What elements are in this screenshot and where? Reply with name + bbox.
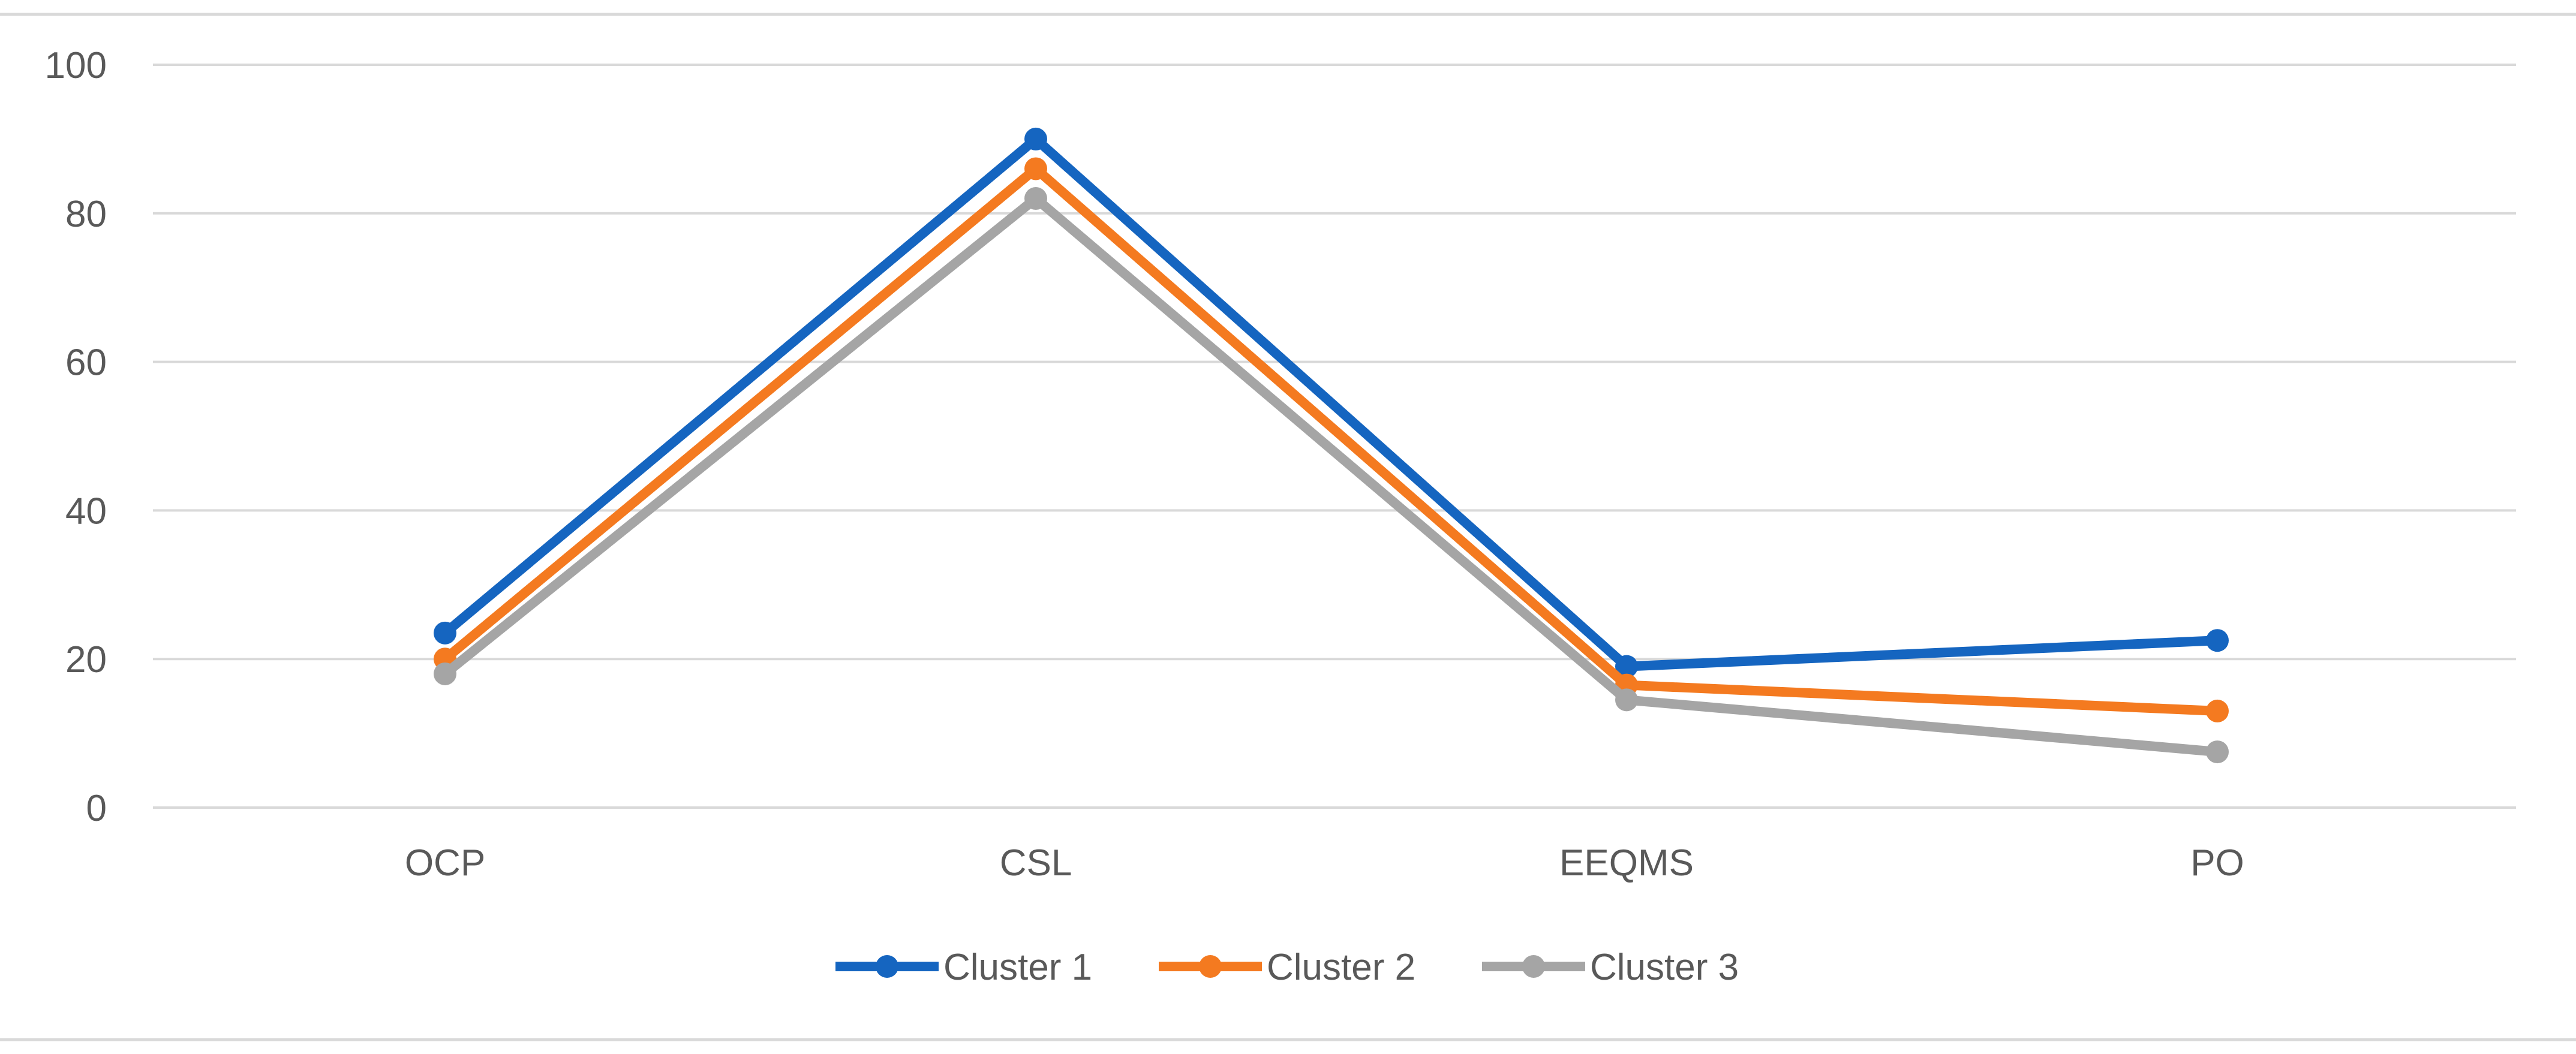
y-tick-label: 40 [65, 490, 107, 532]
data-point [1024, 127, 1047, 150]
series-1 [434, 127, 2229, 678]
data-point [2206, 629, 2229, 652]
data-point [1024, 157, 1047, 180]
y-axis-tick-labels: 0 20 40 60 80 100 [45, 45, 107, 829]
x-tick-label: CSL [1000, 842, 1072, 884]
legend-marker [1199, 955, 1222, 978]
series-3 [434, 187, 2229, 764]
y-tick-label: 20 [65, 639, 107, 680]
x-axis-tick-labels: OCP CSL EEQMS PO [405, 842, 2244, 884]
series-line [440, 134, 2222, 671]
series-line [440, 194, 2222, 757]
gridlines [153, 64, 2516, 809]
legend-label: Cluster 2 [1267, 947, 1415, 988]
x-tick-label: EEQMS [1559, 842, 1694, 884]
data-point [1615, 688, 1638, 712]
legend-entry: Cluster 1 [835, 947, 1092, 988]
series-2 [434, 157, 2229, 722]
x-tick-label: PO [2190, 842, 2244, 884]
x-tick-label: OCP [405, 842, 485, 884]
data-point [2206, 699, 2229, 722]
series-lines [434, 127, 2229, 764]
legend-label: Cluster 3 [1590, 947, 1739, 988]
y-tick-label: 80 [65, 194, 107, 235]
data-point [434, 621, 456, 645]
data-point [434, 662, 456, 685]
legend-label: Cluster 1 [943, 947, 1092, 988]
data-point [1615, 655, 1638, 678]
y-tick-label: 60 [65, 342, 107, 384]
y-tick-label: 0 [86, 788, 107, 829]
legend-entry: Cluster 2 [1159, 947, 1415, 988]
legend-marker [876, 955, 898, 978]
legend-entry: Cluster 3 [1482, 947, 1739, 988]
data-point [1024, 187, 1047, 210]
series-line [440, 164, 2222, 716]
data-point [2206, 740, 2229, 764]
legend-marker [1522, 955, 1545, 978]
legend: Cluster 1 Cluster 2 Cluster 3 [835, 947, 1739, 988]
y-tick-label: 100 [45, 45, 107, 86]
